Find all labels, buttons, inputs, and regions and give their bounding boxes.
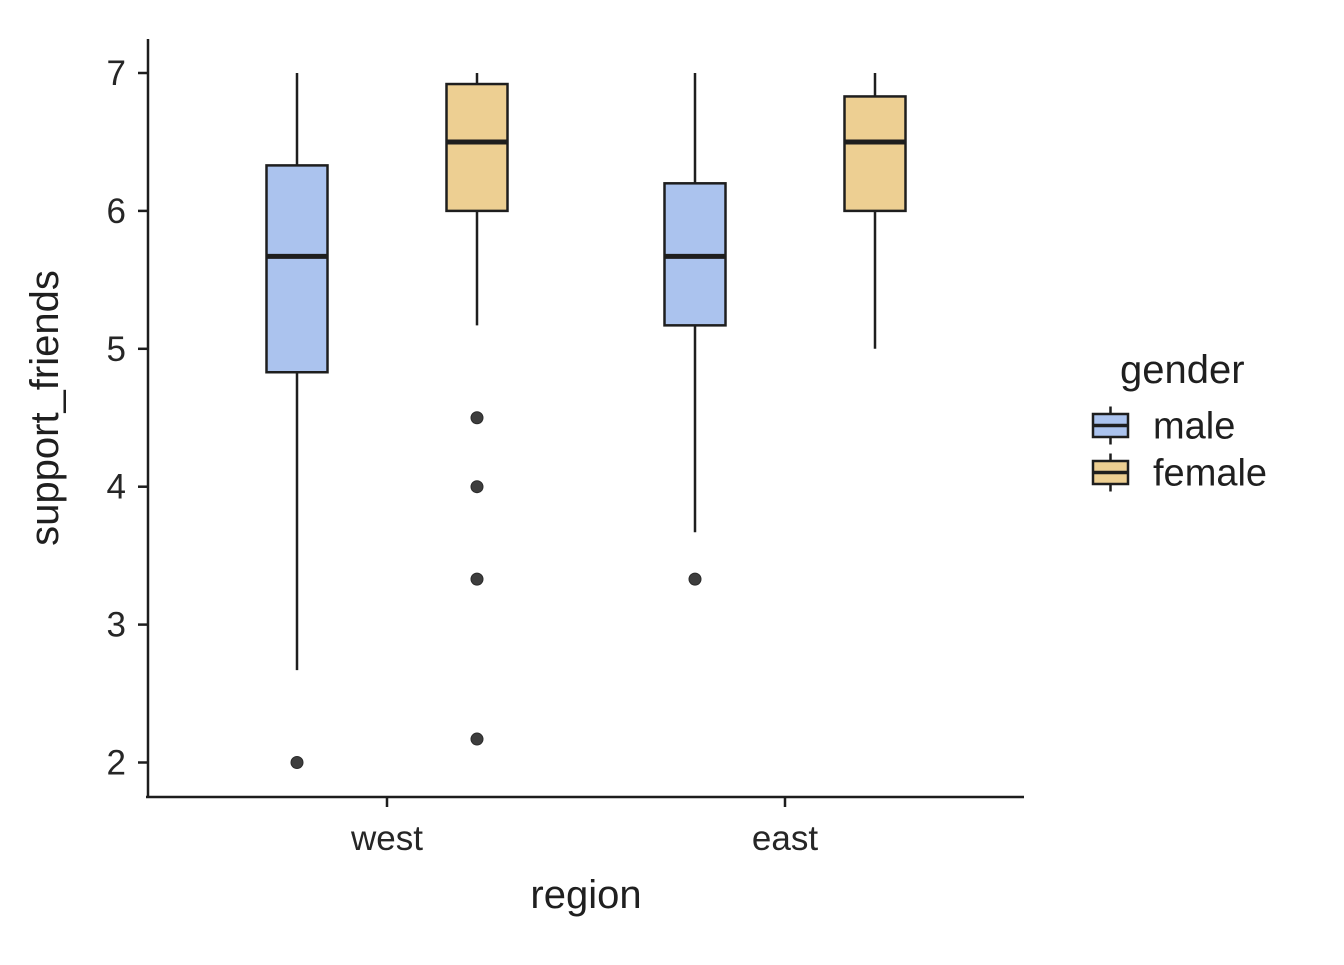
box-iqr: [843, 95, 907, 213]
y-tick-label: 7: [107, 54, 126, 93]
outlier-point: [470, 732, 484, 746]
y-tick-label: 4: [107, 468, 126, 507]
outlier-point: [470, 411, 484, 425]
box-iqr: [445, 82, 509, 213]
y-axis-title: support_friends: [23, 270, 67, 546]
boxplot-east-female: [843, 73, 907, 349]
y-tick-label: 5: [107, 330, 126, 369]
boxplot-west-female: [445, 73, 509, 746]
x-axis-title: region: [530, 873, 641, 917]
legend-label-female: female: [1153, 453, 1267, 495]
outlier-point: [290, 756, 304, 769]
y-tick-label: 2: [107, 744, 126, 783]
boxplot-east-male: [663, 73, 727, 586]
axes: 2 3 4 5 6 7 west east: [107, 39, 1024, 858]
boxplot-west-male: [265, 73, 329, 769]
legend-item-male: male: [1091, 406, 1235, 448]
plot-area: [265, 73, 907, 769]
x-tick-label-west: west: [350, 819, 423, 858]
legend-item-female: female: [1091, 453, 1267, 495]
x-tick-label-east: east: [752, 819, 818, 858]
y-tick-label: 6: [107, 192, 126, 231]
legend-label-male: male: [1153, 406, 1235, 448]
box-iqr: [265, 164, 329, 374]
outlier-point: [470, 480, 484, 494]
legend: gender male female: [1091, 348, 1267, 495]
legend-title: gender: [1120, 348, 1245, 392]
y-tick-label: 3: [107, 606, 126, 645]
outlier-point: [470, 572, 484, 586]
outlier-point: [688, 572, 702, 586]
